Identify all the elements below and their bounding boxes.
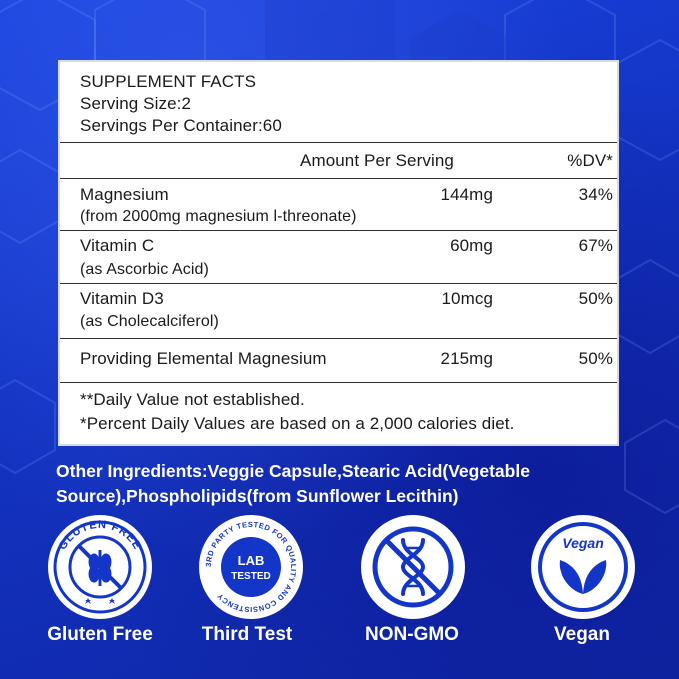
nutrient-amount: 144mg <box>440 185 493 204</box>
wheat-crossed-icon <box>77 544 123 590</box>
other-ingredients: Other Ingredients:Veggie Capsule,Stearic… <box>56 459 646 509</box>
divider <box>60 178 617 179</box>
leaf-icon <box>559 560 607 594</box>
footnote-percent-dv: *Percent Daily Values are based on a 2,0… <box>80 414 515 433</box>
nutrient-name: Vitamin C <box>80 236 155 255</box>
vegan-badge: Vegan <box>531 515 635 619</box>
nutrient-name: Magnesium <box>80 185 169 204</box>
divider <box>60 382 617 383</box>
lab-tested-badge: 3RD PARTY TESTED FOR QUALITY AND CONSIST… <box>199 515 303 619</box>
nutrient-dv: 50% <box>578 349 613 368</box>
serving-size: Serving Size:2 <box>80 94 192 113</box>
nutrient-amount: 60mg <box>450 236 493 255</box>
vegan-inner-text: Vegan <box>562 535 604 551</box>
third-test-label: Third Test <box>201 624 293 645</box>
lab-text: LAB <box>238 553 265 568</box>
other-ingredients-line: Other Ingredients:Veggie Capsule,Stearic… <box>56 461 530 481</box>
nutrient-detail: (as Ascorbic Acid) <box>80 261 209 278</box>
nutrient-detail: (from 2000mg magnesium l-threonate) <box>80 208 357 225</box>
non-gmo-badge <box>361 515 465 619</box>
gluten-free-label: Gluten Free <box>47 624 153 645</box>
nutrient-dv: 50% <box>578 289 613 308</box>
gluten-free-badge: GLUTEN FREE <box>48 515 152 619</box>
nutrient-detail: (as Cholecalciferol) <box>80 313 219 330</box>
amount-per-serving-header: Amount Per Serving <box>300 151 454 170</box>
divider <box>60 283 617 284</box>
facts-title: SUPPLEMENT FACTS <box>80 72 257 91</box>
divider <box>60 142 617 143</box>
dna-icon <box>400 538 426 596</box>
nutrient-dv: 67% <box>578 236 613 255</box>
vegan-label: Vegan <box>554 624 610 645</box>
tested-text: TESTED <box>231 571 270 582</box>
nutrient-name: Vitamin D3 <box>80 289 164 308</box>
divider <box>60 338 617 339</box>
divider <box>60 230 617 231</box>
non-gmo-label: NON-GMO <box>365 624 459 645</box>
lab-tested-icon: LAB TESTED <box>231 553 270 582</box>
other-ingredients-line: Source),Phospholipids(from Sunflower Lec… <box>56 486 459 506</box>
nutrient-name: Providing Elemental Magnesium <box>80 349 327 368</box>
nutrient-amount: 215mg <box>440 349 493 368</box>
nutrient-dv: 34% <box>578 185 613 204</box>
footnote-daily-value: **Daily Value not established. <box>80 390 305 409</box>
supplement-facts-panel: SUPPLEMENT FACTS Serving Size:2 Servings… <box>58 60 619 446</box>
dv-header: %DV* <box>567 151 613 170</box>
nutrient-amount: 10mcg <box>441 289 493 308</box>
servings-per-container: Servings Per Container:60 <box>80 116 282 135</box>
